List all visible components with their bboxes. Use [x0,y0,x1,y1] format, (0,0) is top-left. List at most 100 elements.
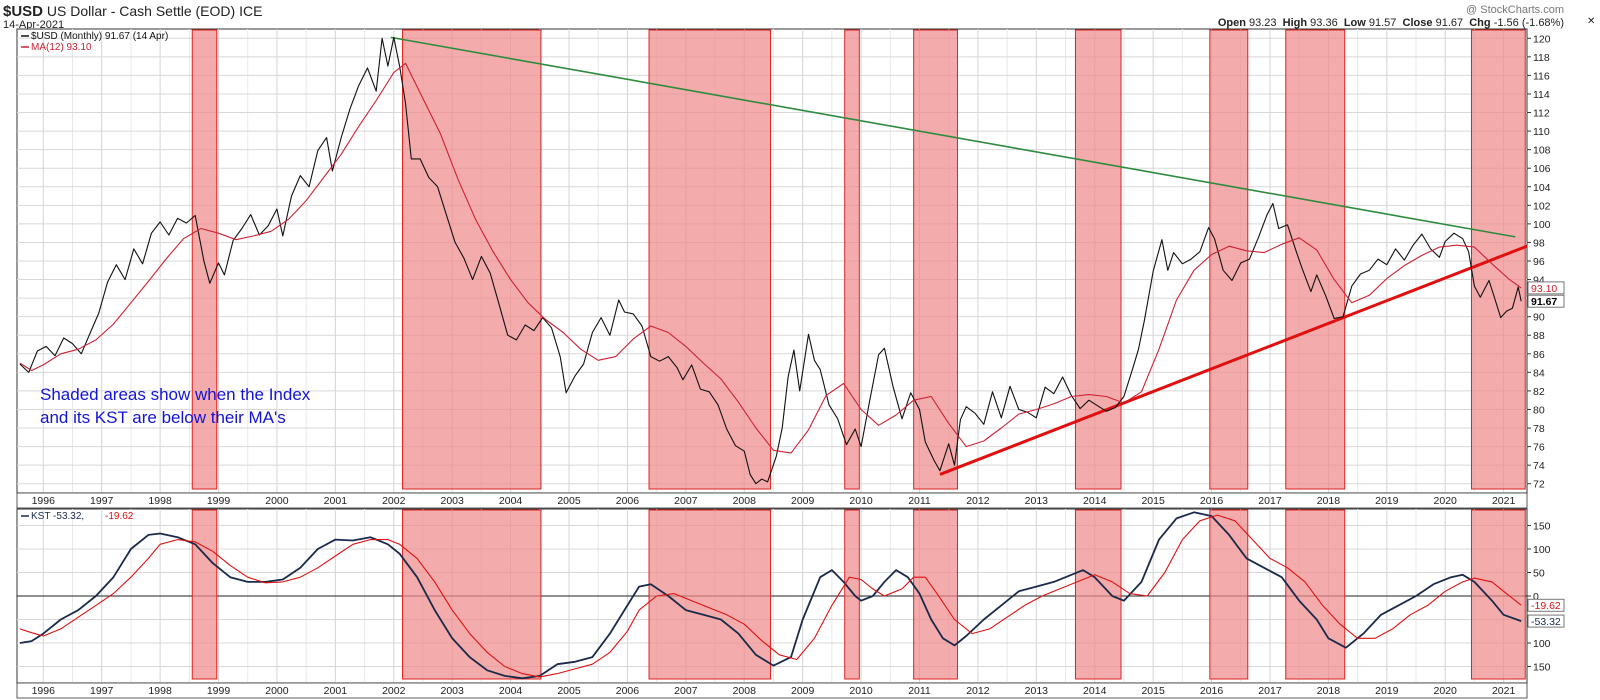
legend: KST -53.32, -19.62 [21,511,134,522]
shaded-period [402,509,542,680]
x-tick-label: 2016 [1200,495,1224,507]
x-tick-label: 2000 [265,495,289,507]
shaded-period [1285,29,1346,490]
x-tick-label: 1996 [32,685,56,697]
value-label-box [1527,294,1565,308]
y-tick-label: 90 [1533,312,1545,324]
x-tick-label: 2002 [382,495,406,507]
chart-header: $USD US Dollar - Cash Settle (EOD) ICE [3,3,262,20]
value-label-box [1527,598,1565,612]
price-panel: 7274767880828486889092949698100102104106… [16,28,1565,509]
exchange: ICE [239,3,263,19]
x-tick-label: 2014 [1083,495,1107,507]
value-label: -19.62 [1527,598,1565,612]
x-tick-label: 2019 [1375,685,1399,697]
y-tick-label: 84 [1533,367,1545,379]
x-tick-label: 2003 [441,495,465,507]
resistance-trendline [390,36,1516,238]
x-tick-label: 1998 [148,685,172,697]
x-tick-label: 1999 [207,685,231,697]
x-tick-label: 2017 [1258,685,1282,697]
shaded-period [1074,509,1122,680]
x-tick-label: 2011 [908,495,931,507]
close-label: Close [1402,17,1433,29]
y-tick-label: 114 [1533,89,1550,101]
annotation-line-2: and its KST are below their MA's [40,408,286,427]
chg-value: -1.56 (-1.68%) [1493,17,1564,29]
x-tick-label: 2010 [849,685,873,697]
y-tick-label: 98 [1533,237,1545,249]
chg-label: Chg [1469,17,1491,29]
y-tick-label: 120 [1533,33,1551,45]
x-tick-label: 2009 [791,495,815,507]
close-icon[interactable]: ✕ [1587,16,1596,27]
support-trendline [939,244,1528,476]
shaded-period [1471,509,1526,680]
legend: $USD (Monthly) 91.67 (14 Apr)MA(12) 93.1… [21,31,168,53]
y-tick-label: 96 [1533,256,1545,268]
y-tick-label: 102 [1533,200,1551,212]
y-tick-label: 112 [1533,108,1550,120]
x-axis-band [16,492,1528,509]
shaded-period [648,29,772,490]
x-tick-label: 2011 [908,685,931,697]
x-tick-label: 2000 [265,685,289,697]
legend-label: KST -53.32, [31,511,84,522]
x-tick-label: 2018 [1317,495,1341,507]
y-tick-label: 100 [1533,544,1551,556]
x-tick-label: 2005 [557,685,581,697]
legend-label: $USD (Monthly) 91.67 (14 Apr) [31,31,168,42]
x-tick-label: 2002 [382,685,406,697]
x-tick-label: 1999 [207,495,231,507]
y-tick-label: 94 [1533,275,1545,287]
x-tick-label: 2019 [1375,495,1399,507]
x-axis-band [16,682,1528,699]
x-tick-label: 2007 [674,685,698,697]
x-tick-label: 2004 [499,685,523,697]
symbol: $USD [3,3,44,20]
value-label-text: -53.32 [1531,616,1561,628]
value-label-box [1527,281,1565,295]
x-tick-label: 2021 [1492,685,1516,697]
value-label-text: 91.67 [1531,296,1557,308]
y-tick-label: 106 [1533,163,1551,175]
x-tick-label: 2004 [499,495,523,507]
shaded-period [402,29,542,490]
x-tick-label: 2008 [733,685,757,697]
low-value: 91.57 [1368,17,1397,29]
shaded-period [844,509,860,680]
close-value: 91.67 [1435,17,1464,29]
low-label: Low [1343,17,1366,29]
x-tick-label: 2001 [324,685,348,697]
x-tick-label: 2008 [733,495,757,507]
kst-panel: 15010050050100150-19.62-53.3219961997199… [16,508,1565,699]
shaded-period [913,509,958,680]
y-tick-label: 88 [1533,330,1545,342]
high-label: High [1282,17,1308,29]
x-tick-label: 1998 [148,495,172,507]
value-label: 93.10 [1527,281,1565,295]
value-label-text: -19.62 [1531,600,1561,612]
y-tick-label: 82 [1533,386,1545,398]
legend-label: MA(12) 93.10 [31,42,92,53]
x-tick-label: 2012 [966,495,990,507]
kst-ma-line [19,514,1522,678]
shaded-period [191,29,218,490]
x-tick-label: 2020 [1434,495,1458,507]
x-axis: 1996 1997 1998 1999 2000 2001 2002 2003 2004 2005… [16,492,1528,509]
annotation-note: Shaded areas show when the Index and its… [40,383,310,429]
instrument-name: US Dollar - Cash Settle (EOD) [46,3,236,19]
kst-line [19,511,1522,680]
value-label-text: 93.10 [1531,283,1557,295]
x-tick-label: 1996 [32,495,56,507]
y-tick-label: 0 [1533,591,1539,603]
y-tick-label: 78 [1533,423,1545,435]
shaded-periods [191,29,1526,490]
y-axis: 15010050050100150-19.62-53.32 [1527,520,1565,674]
x-tick-label: 2006 [616,495,640,507]
x-tick-label: 1997 [90,495,114,507]
x-tick-label: 2001 [324,495,348,507]
quote-bar: Open 93.23 High 93.36 Low 91.57 Close 91… [1218,17,1564,29]
shaded-period [844,29,860,490]
y-tick-label: 150 [1533,662,1551,674]
